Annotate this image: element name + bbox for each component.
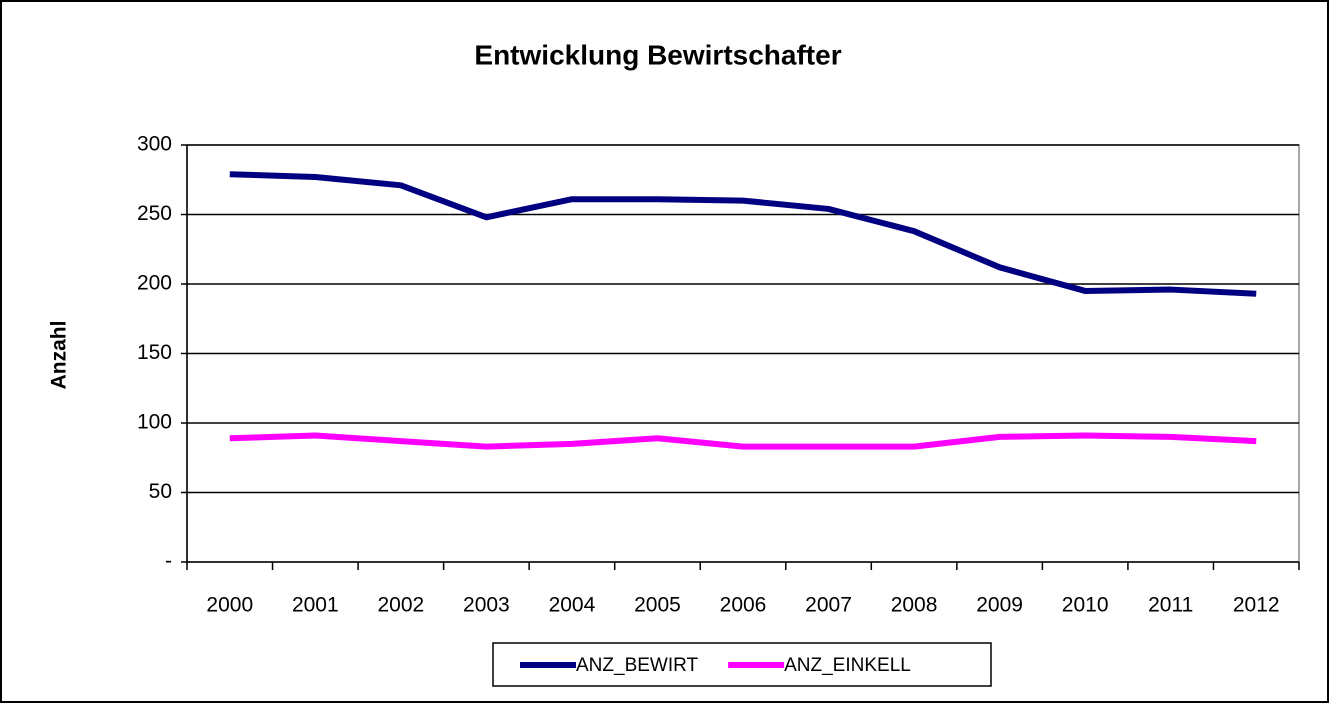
- chart-title: Entwicklung Bewirtschafter: [474, 39, 841, 70]
- x-tick-label: 2010: [1062, 594, 1109, 617]
- x-tick-label: 2012: [1233, 594, 1280, 617]
- x-tick-label: 2005: [634, 594, 681, 617]
- y-tick-label: 150: [137, 341, 172, 364]
- x-tick-label: 2004: [549, 594, 596, 617]
- y-tick-label: 250: [137, 202, 172, 225]
- x-tick-label: 2001: [292, 594, 339, 617]
- legend-label: ANZ_BEWIRT: [576, 655, 699, 676]
- x-tick-label: 2000: [206, 594, 253, 617]
- x-tick-label: 2006: [720, 594, 767, 617]
- legend-label: ANZ_EINKELL: [784, 655, 911, 676]
- series-line: [229, 432, 1257, 450]
- series-line: [229, 171, 1257, 297]
- y-axis-label: Anzahl: [48, 321, 71, 390]
- y-tick-label: -: [165, 550, 172, 573]
- x-tick-label: 2008: [891, 594, 938, 617]
- x-tick-label: 2009: [976, 594, 1023, 617]
- y-tick-label: 50: [149, 480, 172, 503]
- x-tick-label: 2003: [463, 594, 510, 617]
- x-tick-label: 2002: [377, 594, 424, 617]
- y-tick-label: 200: [137, 272, 172, 295]
- x-tick-label: 2007: [805, 594, 852, 617]
- y-tick-label: 100: [137, 411, 172, 434]
- x-tick-label: 2011: [1148, 594, 1193, 617]
- y-tick-label: 300: [137, 133, 172, 156]
